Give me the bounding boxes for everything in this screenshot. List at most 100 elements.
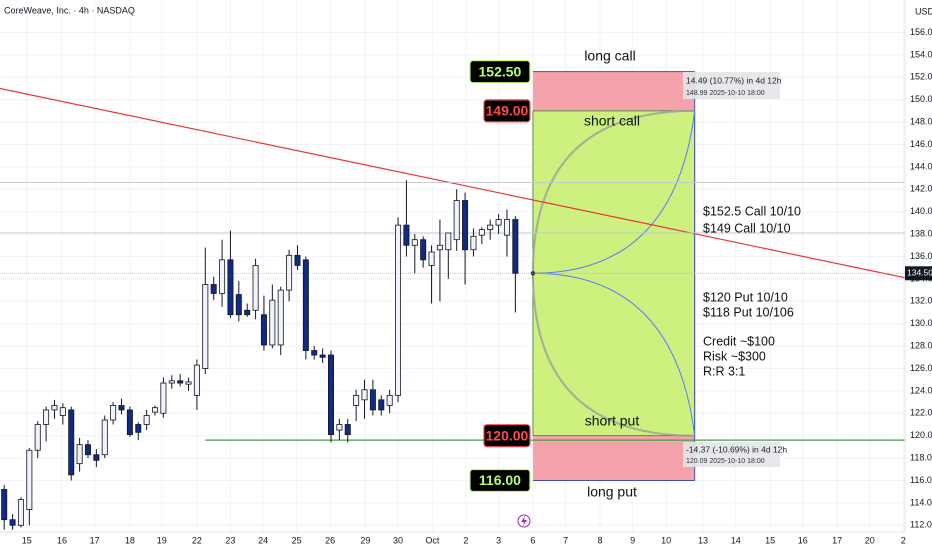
y-tick-label: 140.00 <box>910 206 932 216</box>
y-tick-label: 116.00 <box>910 475 932 485</box>
x-tick-label: 17 <box>832 535 842 545</box>
candle-body <box>68 409 75 476</box>
candle-body <box>428 251 435 266</box>
annotation: Credit ~$100 <box>703 334 775 348</box>
stats-box <box>683 442 780 467</box>
y-tick-label: 124.00 <box>910 385 932 395</box>
stats-text: 148.99 2025-10-10 18:00 <box>686 90 765 97</box>
y-tick-label: 114.00 <box>910 497 932 507</box>
annotation: Risk ~$300 <box>703 349 766 363</box>
candle-body <box>420 239 427 261</box>
candle-body <box>219 259 226 294</box>
x-tick-label: 9 <box>630 535 635 545</box>
candle-body <box>160 382 167 414</box>
x-tick-label: 19 <box>157 535 167 545</box>
x-tick-label: 18 <box>125 535 135 545</box>
annotation: $118 Put 10/106 <box>703 305 794 319</box>
level-label: 152.50 <box>479 63 522 79</box>
y-tick-label: 146.00 <box>910 139 932 149</box>
event-icon[interactable] <box>517 514 531 528</box>
candle-body <box>202 284 209 369</box>
x-tick-label: 15 <box>765 535 775 545</box>
annotation: $120 Put 10/10 <box>703 290 788 304</box>
level-label: 120.00 <box>486 427 529 443</box>
x-tick-label: 10 <box>661 535 671 545</box>
x-tick-label: 2 <box>901 535 906 545</box>
candle-body <box>512 219 519 274</box>
candle-body <box>9 519 16 526</box>
candle-body <box>269 299 276 346</box>
candle-body <box>43 409 50 425</box>
candle-body <box>503 219 510 236</box>
currency: USD <box>915 6 932 16</box>
x-tick-label: 29 <box>360 535 370 545</box>
y-tick-label: 144.00 <box>910 161 932 171</box>
candle-body <box>470 235 477 251</box>
candle-body <box>311 350 318 356</box>
candle-body <box>462 200 469 251</box>
level-badge <box>469 468 531 493</box>
level-label: 116.00 <box>479 472 521 488</box>
candle-body <box>118 405 125 411</box>
candle-body <box>185 381 192 385</box>
y-tick-label: 154.00 <box>910 49 932 59</box>
x-tick-label: 8 <box>597 535 602 545</box>
x-tick-label: 25 <box>292 535 302 545</box>
zone-label: long call <box>584 48 635 64</box>
y-tick-label: 132.00 <box>910 296 932 306</box>
y-tick-label: 150.00 <box>910 94 932 104</box>
stats-text: 120.09 2025-10-10 18:00 <box>686 458 765 465</box>
y-tick-label: 136.00 <box>910 251 932 261</box>
candle-body <box>244 309 251 316</box>
annotation: $152.5 Call 10/10 <box>703 204 801 218</box>
candle-body <box>487 224 494 230</box>
candle-body <box>59 407 66 416</box>
zone-label: long put <box>587 484 637 500</box>
x-tick-label: 2 <box>463 535 468 545</box>
candle-body <box>193 364 200 396</box>
projection-arc <box>532 110 696 274</box>
trend-line <box>0 87 906 279</box>
candle-body <box>436 244 443 251</box>
x-tick-label: 13 <box>698 535 708 545</box>
y-tick-label: 126.00 <box>910 363 932 373</box>
candle-body <box>177 380 184 384</box>
candle-body <box>344 424 351 435</box>
candle-body <box>110 405 117 421</box>
candle-body <box>336 424 343 431</box>
x-tick-label: 30 <box>393 535 403 545</box>
candle-body <box>34 424 41 451</box>
x-tick-label: 16 <box>57 535 67 545</box>
y-tick-label: 128.00 <box>910 340 932 350</box>
candle-body <box>302 259 309 351</box>
y-tick-label: 120.00 <box>910 430 932 440</box>
y-tick-label: 142.00 <box>910 184 932 194</box>
stats-box <box>683 72 780 99</box>
projection-arc <box>531 273 695 437</box>
candle-body <box>126 409 133 435</box>
candle-body <box>51 405 58 411</box>
x-tick-label: Oct <box>425 535 440 545</box>
candle-body <box>411 239 418 246</box>
y-tick-label: 118.00 <box>910 452 932 462</box>
candle-body <box>403 224 410 246</box>
candle-body <box>378 399 385 411</box>
x-tick-label: 23 <box>225 535 235 545</box>
x-tick-label: 7 <box>563 535 568 545</box>
x-tick-label: 24 <box>258 535 268 545</box>
x-tick-label: 6 <box>530 535 535 545</box>
candle-body <box>152 407 159 413</box>
zone-label: short call <box>584 113 640 129</box>
zone-label: short put <box>585 413 640 429</box>
y-tick-label: 138.00 <box>910 228 932 238</box>
profit-zone <box>532 110 695 436</box>
candle-body <box>495 219 502 226</box>
symbol-title: CoreWeave, Inc. · 4h · NASDAQ <box>4 5 135 15</box>
candle-body <box>26 449 33 510</box>
stats-text: -14.37 (-10.69%) in 4d 12h <box>686 444 787 454</box>
candle-body <box>361 389 368 401</box>
candle-body <box>445 232 452 251</box>
candle-body <box>294 254 301 266</box>
candle-body <box>386 394 393 406</box>
